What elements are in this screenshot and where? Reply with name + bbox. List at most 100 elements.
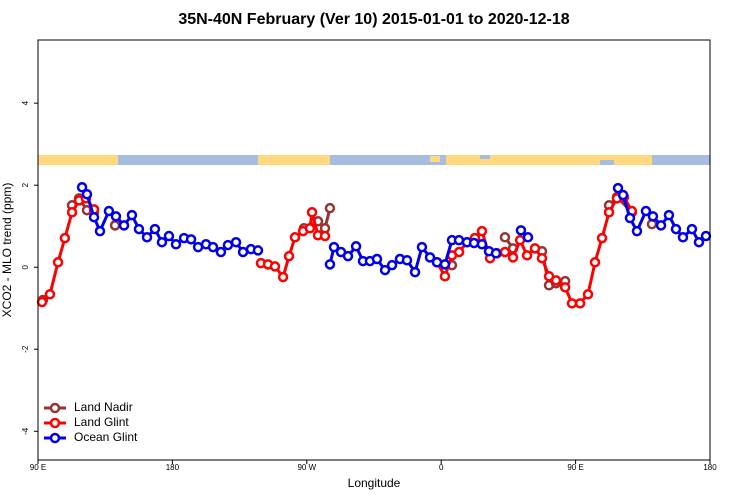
point xyxy=(589,257,601,268)
point xyxy=(686,223,698,235)
point xyxy=(141,232,153,243)
y-tick-label: -2 xyxy=(21,345,30,353)
point xyxy=(468,237,480,249)
y-tick-label: -4 xyxy=(21,427,30,435)
x-tick-label: 90 W xyxy=(297,463,316,472)
point xyxy=(529,243,541,254)
point xyxy=(490,248,502,259)
point xyxy=(640,205,652,217)
point xyxy=(566,298,578,309)
point xyxy=(163,230,175,242)
point xyxy=(156,236,168,248)
point xyxy=(371,253,383,265)
point xyxy=(215,246,227,258)
point xyxy=(36,296,48,308)
point xyxy=(476,239,488,250)
point xyxy=(149,223,161,235)
point xyxy=(319,230,331,242)
x-axis-label: Longitude xyxy=(348,476,401,490)
point xyxy=(304,223,316,234)
point xyxy=(109,220,121,231)
x-tick-label: 180 xyxy=(703,463,717,472)
legend-marker xyxy=(49,402,61,414)
point xyxy=(536,252,548,264)
point xyxy=(693,236,705,248)
point xyxy=(582,289,594,300)
point xyxy=(94,225,106,237)
point xyxy=(328,241,340,253)
plot-frame xyxy=(37,39,711,461)
point xyxy=(550,275,562,286)
x-tick-label: 90 E xyxy=(30,463,46,472)
point xyxy=(379,264,391,276)
point xyxy=(522,232,534,243)
point xyxy=(222,239,234,251)
point xyxy=(306,207,318,218)
y-tick-label: 0 xyxy=(21,264,30,269)
y-axis-label: XCO2 - MLO trend (ppm) xyxy=(0,183,14,318)
point xyxy=(401,255,413,266)
point xyxy=(409,266,421,278)
point xyxy=(515,225,527,236)
point xyxy=(647,211,659,222)
legend-label: Land Glint xyxy=(74,415,129,429)
point xyxy=(624,212,636,224)
point xyxy=(81,188,93,200)
point xyxy=(324,259,336,270)
point xyxy=(655,220,667,231)
y-tick-label: 2 xyxy=(21,182,30,187)
point xyxy=(574,298,586,309)
point xyxy=(230,236,242,248)
point xyxy=(603,207,615,218)
point xyxy=(110,211,122,222)
point xyxy=(507,252,519,263)
point xyxy=(277,271,289,283)
point xyxy=(88,211,100,223)
point xyxy=(252,245,264,256)
point xyxy=(439,259,451,270)
point xyxy=(185,234,197,245)
point xyxy=(289,232,301,243)
point xyxy=(439,271,451,282)
point xyxy=(76,181,88,193)
point xyxy=(453,234,465,246)
x-tick-label: 180 xyxy=(166,463,180,472)
point xyxy=(170,239,182,250)
point xyxy=(663,209,675,221)
point xyxy=(631,225,643,237)
point xyxy=(559,282,571,293)
point xyxy=(453,246,465,258)
point xyxy=(677,232,689,243)
point xyxy=(700,230,712,242)
point xyxy=(207,241,219,253)
point xyxy=(612,182,624,194)
legend-label: Land Nadir xyxy=(74,400,133,414)
y-tick-label: 4 xyxy=(21,100,30,105)
point xyxy=(52,257,64,268)
point xyxy=(133,223,145,235)
point xyxy=(499,246,511,258)
x-tick-label: 0 xyxy=(439,463,444,472)
point xyxy=(424,252,436,263)
point xyxy=(670,223,682,235)
point xyxy=(499,232,511,243)
point xyxy=(342,250,354,262)
point xyxy=(416,241,428,253)
legend-marker xyxy=(49,417,61,429)
point xyxy=(521,250,533,261)
x-tick-label: 90 E xyxy=(567,463,583,472)
point xyxy=(118,220,130,231)
chart-title: 35N-40N February (Ver 10) 2015-01-01 to … xyxy=(178,11,569,28)
point xyxy=(269,261,281,272)
point xyxy=(66,207,78,218)
point xyxy=(476,225,488,237)
point xyxy=(324,202,336,214)
legend-label: Ocean Glint xyxy=(74,430,138,444)
plot-area xyxy=(36,181,712,309)
point xyxy=(283,250,295,262)
point xyxy=(103,205,115,217)
point xyxy=(44,289,56,300)
point xyxy=(350,241,362,252)
point xyxy=(59,232,71,244)
point xyxy=(386,259,398,271)
